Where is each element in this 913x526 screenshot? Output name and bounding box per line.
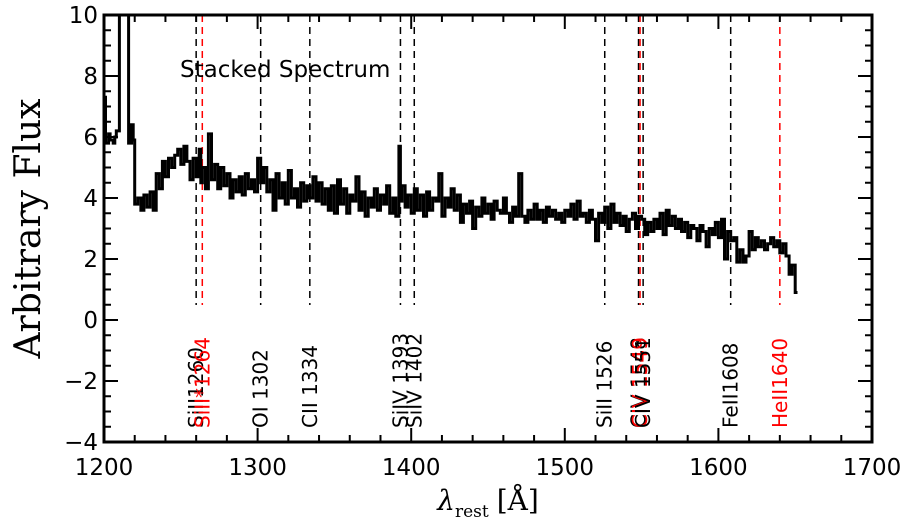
y-tick-label: 2 (83, 247, 98, 273)
x-tick-label: 1200 (75, 455, 134, 481)
y-tick-label: −2 (64, 369, 98, 395)
x-axis-title: λrest [Å] (436, 484, 539, 522)
x-tick-label: 1700 (843, 455, 902, 481)
line-marker-label: CII 1334 (298, 345, 322, 428)
line-marker-label: SiII*1264 (190, 337, 214, 428)
line-marker-label: HeII1640 (768, 338, 792, 428)
x-axis-subscript: rest (455, 502, 489, 522)
line-marker-label: OI 1302 (249, 349, 273, 428)
y-tick-label: 8 (83, 64, 98, 90)
stacked-spectrum-annotation: Stacked Spectrum (180, 57, 390, 83)
line-marker-label: SiII 1526 (593, 341, 617, 428)
x-tick-label: 1300 (228, 455, 287, 481)
y-tick-label: −4 (64, 430, 98, 456)
line-marker-label: SiII1260 (184, 347, 208, 428)
y-tick-label: 4 (83, 186, 98, 212)
y-tick-label: 10 (69, 3, 98, 29)
y-tick-labels: −4 −2 0 2 4 6 8 10 (64, 3, 98, 456)
x-axis-symbol: λ (436, 484, 455, 517)
line-marker-label: SiIV 1402 (402, 333, 426, 428)
y-tick-label: 6 (83, 125, 98, 151)
x-tick-label: 1500 (536, 455, 595, 481)
line-marker-label: FeII1608 (719, 343, 743, 428)
line-marker-label: CIV 1549 (628, 337, 652, 428)
line-marker-label: CIV 1548 (627, 337, 651, 428)
line-marker-label: CIV 1551 (631, 337, 655, 428)
x-tick-label: 1600 (689, 455, 748, 481)
x-axis-unit: [Å] (497, 484, 539, 517)
plot-frame (102, 13, 874, 444)
x-tick-labels: 1200 1300 1400 1500 1600 1700 (75, 455, 902, 481)
y-tick-label: 0 (83, 308, 98, 334)
y-axis-title: Arbitrary Flux (8, 99, 49, 360)
x-tick-label: 1400 (382, 455, 441, 481)
line-marker-label: SiIV 1393 (388, 333, 412, 428)
spectrum-line (104, 13, 798, 294)
